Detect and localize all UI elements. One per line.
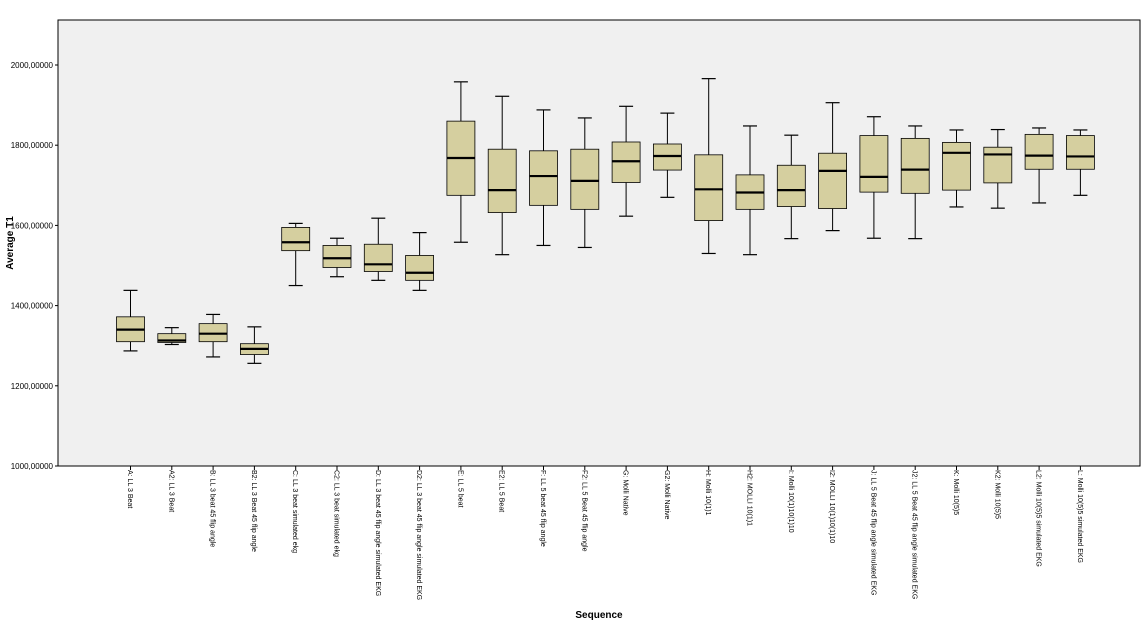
box-item xyxy=(776,134,806,240)
iqr-box xyxy=(322,245,352,268)
x-tick-label: K2: Molli 10(5)5 xyxy=(993,470,1000,519)
box-item xyxy=(900,125,930,240)
iqr-box xyxy=(818,152,847,209)
box-series xyxy=(116,78,1095,364)
x-tick-label: H: Molli 10(1)1 xyxy=(704,470,711,516)
box-item xyxy=(116,289,145,352)
box-item xyxy=(1024,127,1054,204)
y-tick-label: 1600,00000 xyxy=(11,221,54,230)
y-tick-label: 1400,00000 xyxy=(11,302,54,311)
x-tick-label: I2: MOLLI 10(1)10(1)10 xyxy=(828,470,835,543)
x-tick-label: G: Molli Native xyxy=(622,470,629,516)
box-item xyxy=(942,129,971,208)
y-tick-label: 2000,00000 xyxy=(11,61,54,70)
box-item xyxy=(487,95,517,256)
box-item xyxy=(322,237,352,278)
iqr-box xyxy=(776,164,806,207)
x-tick-label: A: LL 3 Beat xyxy=(126,470,133,508)
x-tick-label: L2: Molli 10(5)5 simulated EKG xyxy=(1035,470,1042,567)
x-tick-label: F: LL 5 beat 45 flip angle xyxy=(539,470,546,547)
iqr-box xyxy=(900,137,930,194)
y-axis: 1000,00000 1200,00000 1400,00000 1600,00000… xyxy=(11,61,58,471)
iqr-box xyxy=(1066,135,1095,170)
x-axis: A: LL 3 Beat A2: LL 3 Beat B: LL 3 beat 45… xyxy=(126,466,1083,600)
y-axis-title: Average T1 xyxy=(5,216,16,270)
x-tick-label: F2: LL 5 Beat 45 flip angle xyxy=(580,470,587,552)
box-item xyxy=(198,313,228,358)
x-tick-label: G2: Molli Native xyxy=(663,470,670,520)
x-tick-label: C: LL 3 beat simulated ekg xyxy=(291,470,298,553)
iqr-box xyxy=(859,135,889,193)
plot-area xyxy=(57,19,1141,467)
iqr-box xyxy=(157,333,187,343)
x-tick-label: B: LL 3 beat 45 flip angle xyxy=(209,470,216,547)
box-item xyxy=(611,105,641,217)
iqr-box xyxy=(405,255,435,281)
x-tick-label: J2: LL 5 Beat 45 flip angle simulated EK… xyxy=(911,470,918,599)
x-tick-label: I: Molli 10(1)10(1)10 xyxy=(787,470,794,533)
x-axis-title: Sequence xyxy=(575,610,623,621)
iqr-box xyxy=(363,243,393,272)
box-item xyxy=(859,116,889,239)
iqr-box xyxy=(570,148,600,210)
x-tick-label: B2: LL 3 Beat 45 flip angle xyxy=(250,470,257,552)
y-tick-label: 1000,00000 xyxy=(11,462,54,471)
y-tick-label: 1800,00000 xyxy=(11,141,54,150)
iqr-box xyxy=(1024,133,1054,170)
box-item xyxy=(694,78,724,255)
x-tick-label: E: LL 5 beat xyxy=(456,470,463,508)
iqr-box xyxy=(942,141,971,191)
x-tick-label: C2: LL 3 beat simulated ekg xyxy=(333,470,340,557)
iqr-box xyxy=(529,150,558,206)
box-item xyxy=(239,326,269,364)
x-tick-label: H2: MOLLI 10(1)1 xyxy=(746,470,753,526)
x-tick-label: L: Molli 10(5)5 simulated EKG xyxy=(1076,470,1083,563)
iqr-box xyxy=(281,227,311,252)
iqr-box xyxy=(487,148,517,213)
box-item xyxy=(281,222,311,287)
box-item xyxy=(1066,129,1095,196)
x-tick-label: K: Molli 10(5)5 xyxy=(952,470,959,515)
x-tick-label: D: LL 3 beat 45 flip angle simulated EKG xyxy=(374,470,381,596)
x-tick-label: J: LL 5 Beat 45 flip angle simulated EKG xyxy=(869,470,876,595)
box-item xyxy=(653,112,682,198)
x-tick-label: E2: LL 5 Beat xyxy=(498,470,505,512)
box-item xyxy=(446,81,476,243)
box-item xyxy=(818,102,847,232)
box-item xyxy=(157,327,187,346)
x-tick-label: D2: LL 3 beat 45 flip angle simulated EK… xyxy=(415,470,422,600)
box-item xyxy=(735,125,765,256)
box-item xyxy=(983,128,1013,209)
box-item xyxy=(529,109,558,247)
y-tick-label: 1200,00000 xyxy=(11,382,54,391)
box-item xyxy=(570,117,600,249)
iqr-box xyxy=(694,154,724,221)
box-item xyxy=(363,217,393,281)
box-item xyxy=(405,232,435,291)
x-tick-label: A2: LL 3 Beat xyxy=(167,470,174,512)
iqr-box xyxy=(983,146,1013,184)
